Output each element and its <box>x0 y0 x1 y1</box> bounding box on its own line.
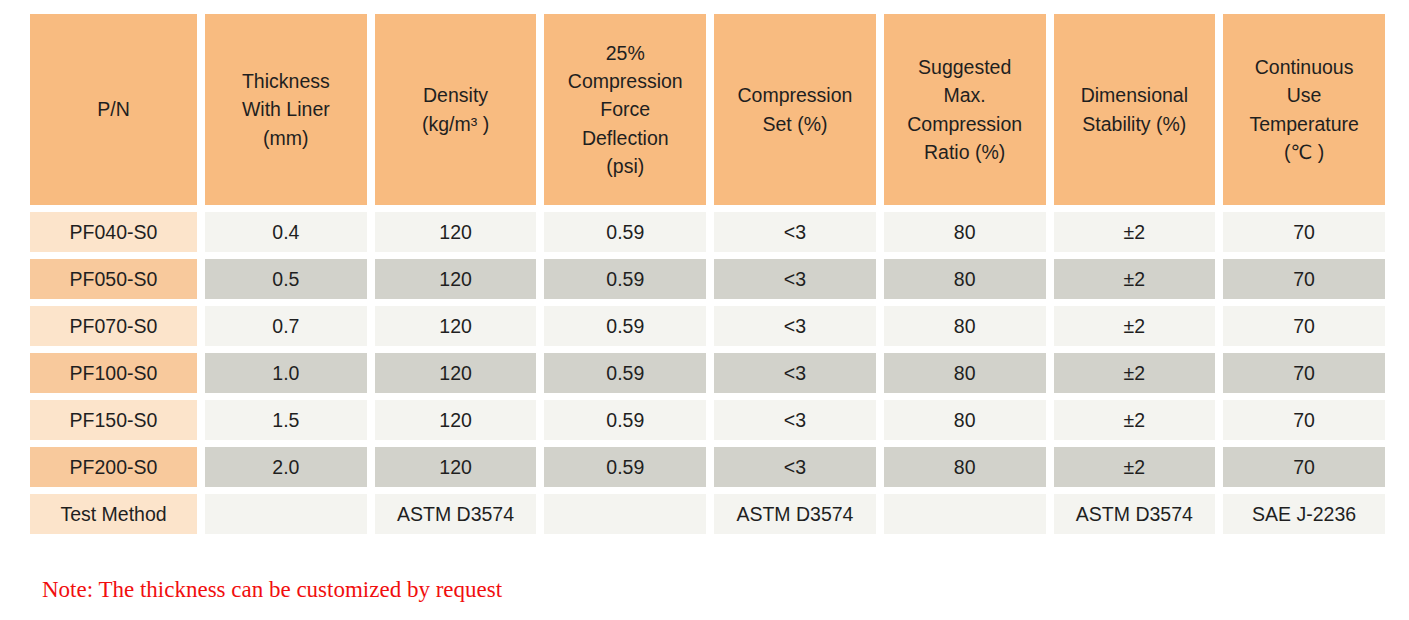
column-header-pn: P/N <box>30 14 197 205</box>
table-cell: ASTM D3574 <box>375 494 537 534</box>
table-row: PF200-S0 2.0 120 0.59 <3 80 ±2 70 <box>30 447 1385 487</box>
table-cell: 0.59 <box>544 353 706 393</box>
column-header-density: Density (kg/m³ ) <box>375 14 537 205</box>
table-cell: 120 <box>375 447 537 487</box>
pn-cell: PF050-S0 <box>30 259 197 299</box>
table-cell: ASTM D3574 <box>714 494 876 534</box>
table-cell: 80 <box>884 212 1046 252</box>
table-cell: SAE J-2236 <box>1223 494 1385 534</box>
table-cell: ±2 <box>1054 259 1216 299</box>
table-cell: 70 <box>1223 259 1385 299</box>
table-cell: 0.5 <box>205 259 367 299</box>
table-cell: 70 <box>1223 400 1385 440</box>
column-header-compression-set: Compression Set (%) <box>714 14 876 205</box>
spec-table: P/N Thickness With Liner (mm) Density (k… <box>22 7 1393 541</box>
table-cell: 70 <box>1223 447 1385 487</box>
column-header-continuous-use-temperature: Continuous Use Temperature (℃ ) <box>1223 14 1385 205</box>
table-cell: <3 <box>714 306 876 346</box>
table-cell: 1.0 <box>205 353 367 393</box>
table-cell: ASTM D3574 <box>1054 494 1216 534</box>
table-cell: 0.59 <box>544 447 706 487</box>
table-cell: 0.59 <box>544 212 706 252</box>
table-cell: 70 <box>1223 212 1385 252</box>
table-cell: <3 <box>714 259 876 299</box>
table-cell <box>884 494 1046 534</box>
pn-cell: PF200-S0 <box>30 447 197 487</box>
table-cell <box>205 494 367 534</box>
table-cell: ±2 <box>1054 400 1216 440</box>
table-cell: ±2 <box>1054 306 1216 346</box>
table-cell: ±2 <box>1054 447 1216 487</box>
column-header-thickness: Thickness With Liner (mm) <box>205 14 367 205</box>
table-row: PF070-S0 0.7 120 0.59 <3 80 ±2 70 <box>30 306 1385 346</box>
pn-cell: PF040-S0 <box>30 212 197 252</box>
table-row: PF150-S0 1.5 120 0.59 <3 80 ±2 70 <box>30 400 1385 440</box>
table-cell: 120 <box>375 306 537 346</box>
table-cell: 120 <box>375 400 537 440</box>
table-row: PF100-S0 1.0 120 0.59 <3 80 ±2 70 <box>30 353 1385 393</box>
table-cell: 80 <box>884 306 1046 346</box>
table-cell: 80 <box>884 447 1046 487</box>
table-cell: 120 <box>375 353 537 393</box>
header-row: P/N Thickness With Liner (mm) Density (k… <box>30 14 1385 205</box>
column-header-max-compression-ratio: Suggested Max. Compression Ratio (%) <box>884 14 1046 205</box>
table-cell: 80 <box>884 400 1046 440</box>
pn-cell: PF070-S0 <box>30 306 197 346</box>
table-cell: 120 <box>375 259 537 299</box>
test-method-row: Test Method ASTM D3574 ASTM D3574 ASTM D… <box>30 494 1385 534</box>
table-cell: 0.59 <box>544 306 706 346</box>
table-cell: ±2 <box>1054 353 1216 393</box>
column-header-compression-force-deflection: 25% Compression Force Deflection (psi) <box>544 14 706 205</box>
table-row: PF050-S0 0.5 120 0.59 <3 80 ±2 70 <box>30 259 1385 299</box>
table-cell: 70 <box>1223 353 1385 393</box>
table-cell: <3 <box>714 212 876 252</box>
table-cell: 80 <box>884 259 1046 299</box>
table-cell: ±2 <box>1054 212 1216 252</box>
table-cell: 0.4 <box>205 212 367 252</box>
thickness-note: Note: The thickness can be customized by… <box>42 577 1409 603</box>
table-cell: 80 <box>884 353 1046 393</box>
table-cell: 120 <box>375 212 537 252</box>
pn-cell: PF150-S0 <box>30 400 197 440</box>
table-cell: 0.59 <box>544 259 706 299</box>
table-cell <box>544 494 706 534</box>
table-cell: <3 <box>714 447 876 487</box>
column-header-dimensional-stability: Dimensional Stability (%) <box>1054 14 1216 205</box>
table-row: PF040-S0 0.4 120 0.59 <3 80 ±2 70 <box>30 212 1385 252</box>
table-cell: 70 <box>1223 306 1385 346</box>
table-cell: 0.7 <box>205 306 367 346</box>
table-cell: 0.59 <box>544 400 706 440</box>
table-cell: 2.0 <box>205 447 367 487</box>
table-cell: <3 <box>714 400 876 440</box>
pn-cell: Test Method <box>30 494 197 534</box>
table-cell: 1.5 <box>205 400 367 440</box>
table-cell: <3 <box>714 353 876 393</box>
pn-cell: PF100-S0 <box>30 353 197 393</box>
